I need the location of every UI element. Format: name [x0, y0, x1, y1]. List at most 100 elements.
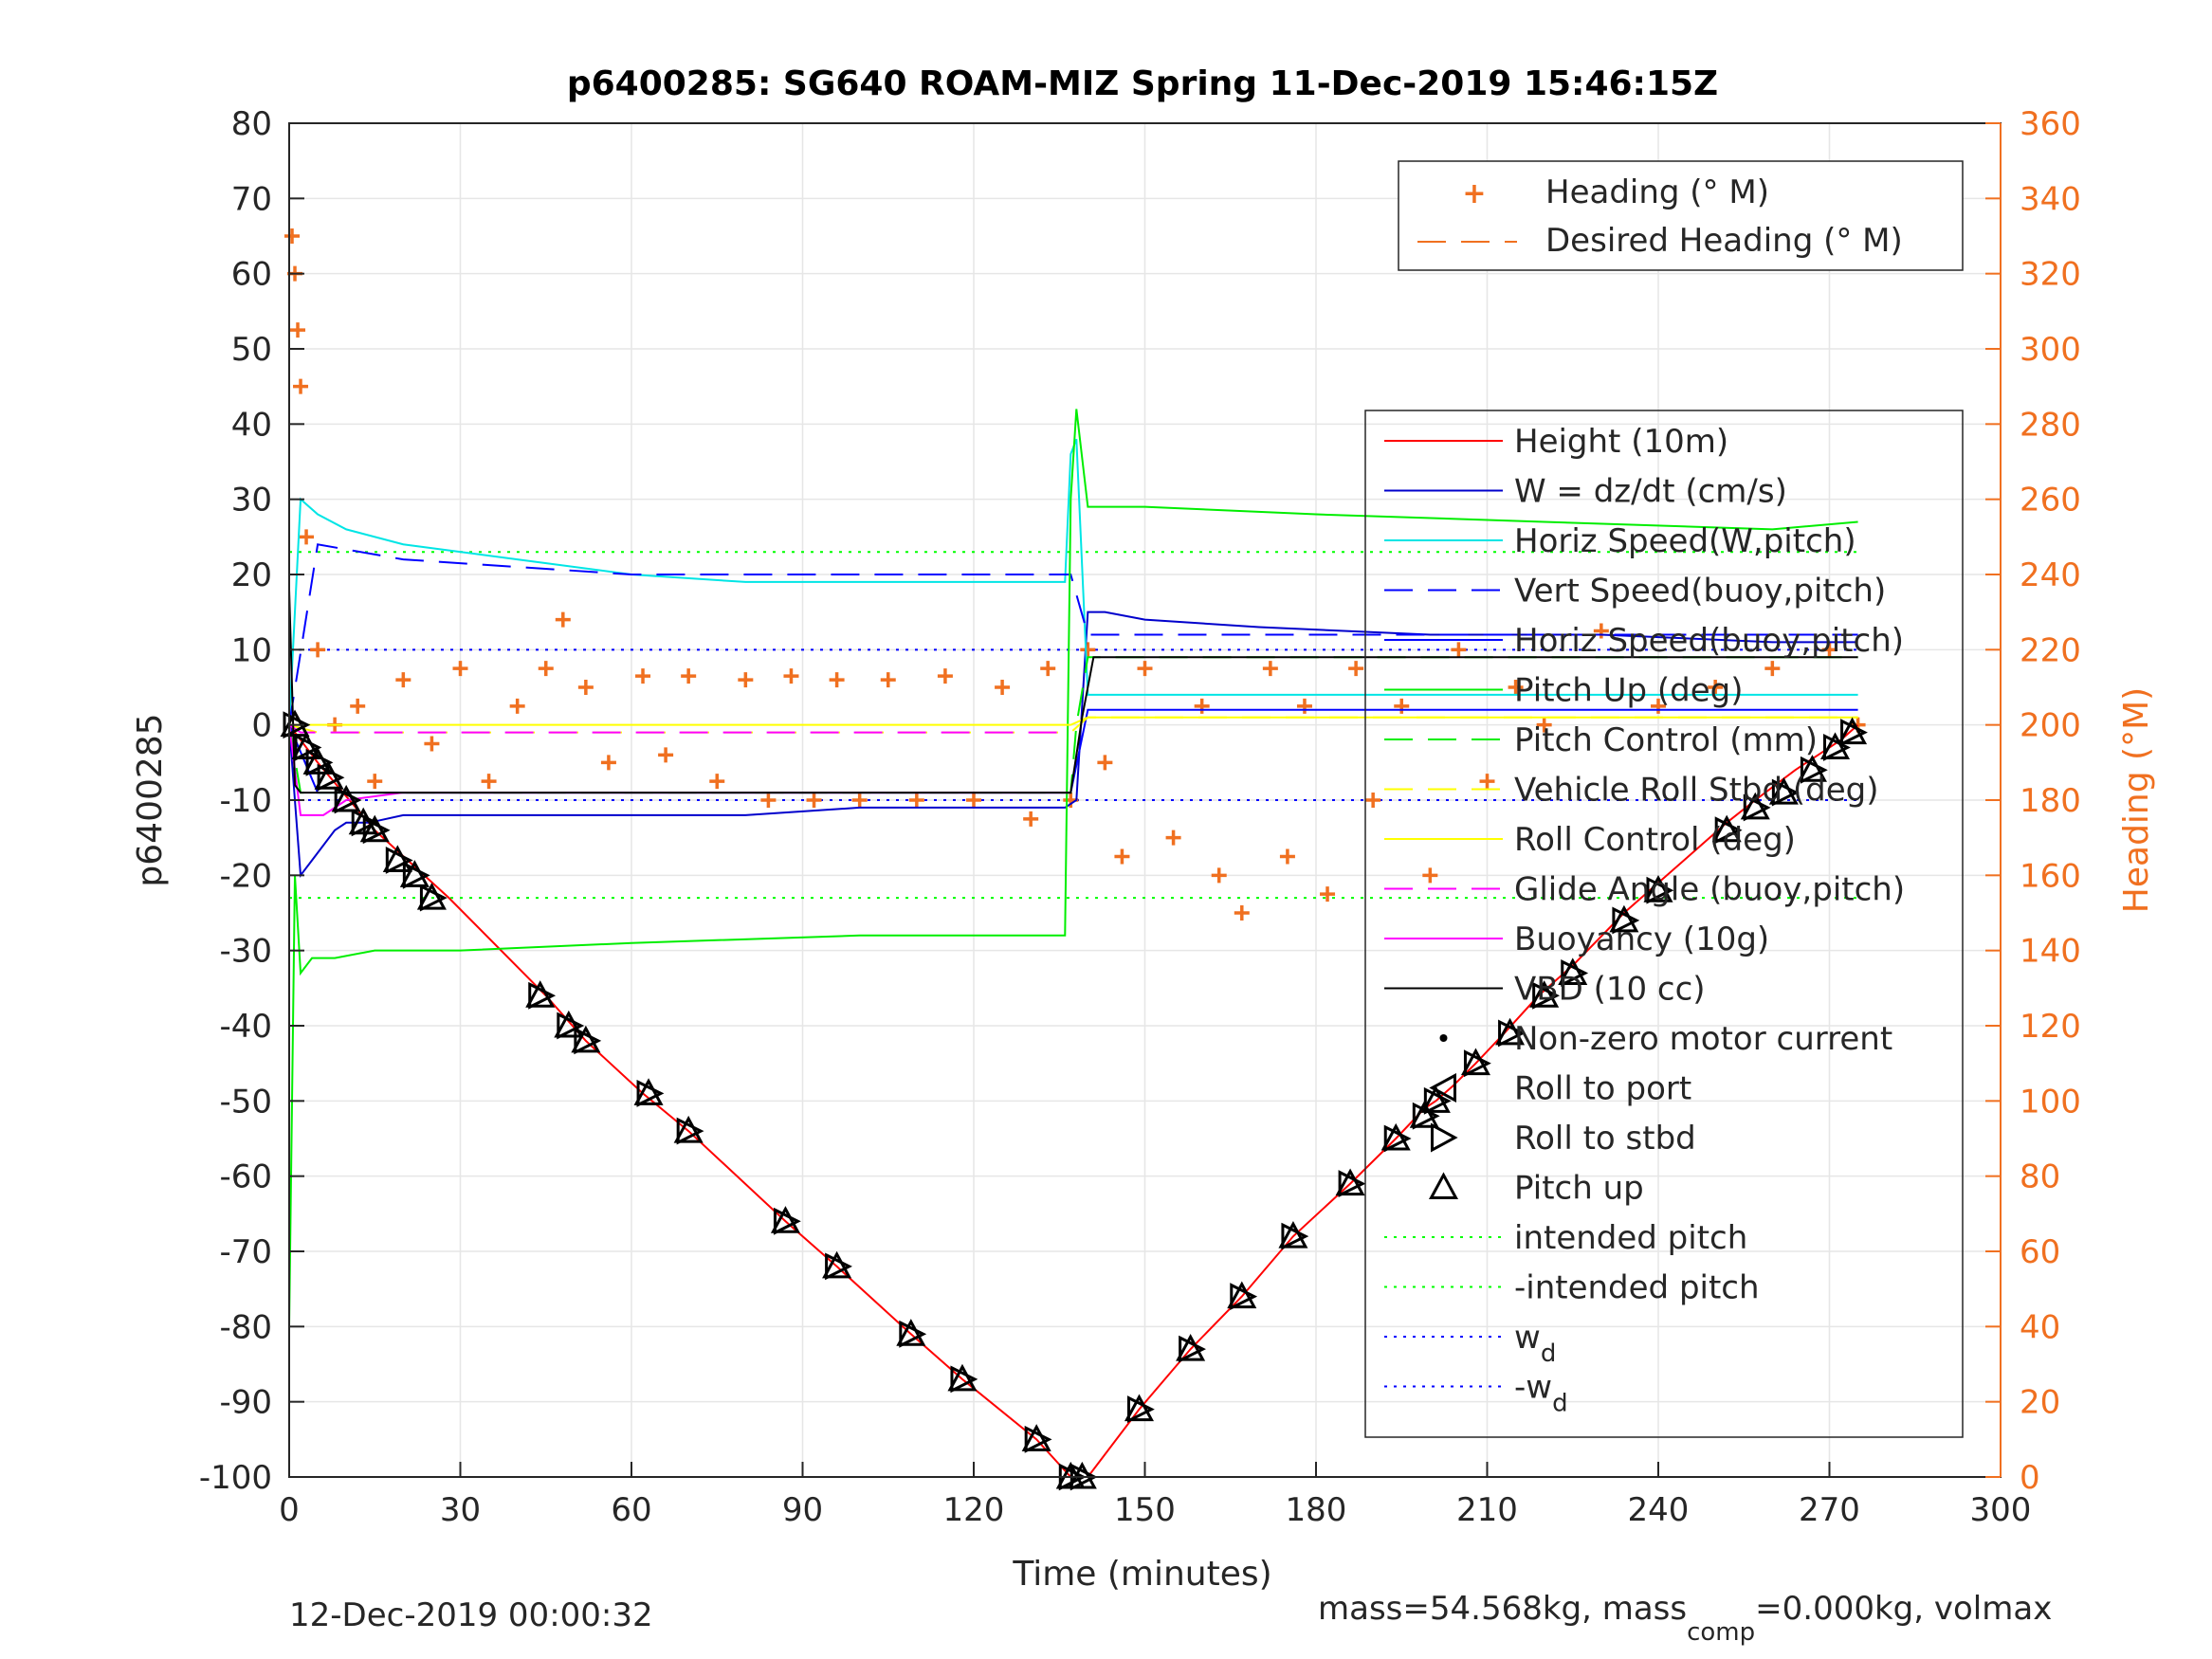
series-line	[288, 611, 1858, 879]
roll-marker	[773, 1207, 801, 1235]
heading-point	[880, 672, 896, 688]
roll-marker	[1800, 756, 1828, 784]
roll-marker	[1714, 816, 1743, 845]
heading-point	[284, 228, 301, 244]
legend-label-subscript: d	[1552, 1390, 1568, 1418]
heading-point	[1422, 867, 1438, 884]
legend-main: Height (10m) W = dz/dt (cm/s) Horiz Speed(…	[1364, 410, 1964, 1438]
svg-text:+: +	[1462, 177, 1486, 210]
roll-marker	[1646, 876, 1674, 904]
y2-tick-label: 340	[2020, 180, 2081, 218]
pitch-up-marker	[947, 1363, 978, 1392]
heading-point	[577, 680, 594, 695]
heading-point	[1651, 698, 1666, 714]
heading-point	[367, 774, 383, 790]
x-tick-label: 90	[782, 1491, 823, 1529]
y2-tick-label: 240	[2020, 556, 2081, 594]
y-tick-label: 60	[231, 256, 272, 294]
roll-marker	[1498, 1019, 1526, 1048]
pitch-up-marker	[382, 845, 412, 872]
y2-axis-label: Heading (°M)	[2117, 687, 2156, 913]
legend-label-subscript: d	[1541, 1340, 1557, 1368]
pitch-up-marker	[1021, 1424, 1051, 1451]
roll-marker	[419, 884, 448, 912]
legend-label: Pitch up	[1514, 1170, 1644, 1208]
heading-point	[424, 736, 440, 752]
x-axis-label: Time (minutes)	[1012, 1555, 1271, 1594]
y2-tick-label: 320	[2020, 256, 2081, 294]
heading-point	[452, 661, 468, 677]
heading-point	[538, 661, 554, 677]
heading-point	[600, 755, 616, 771]
pitch-up-marker	[1278, 1220, 1308, 1249]
heading-point	[1023, 811, 1039, 827]
y2-tick-label: 220	[2020, 631, 2081, 669]
pitch-up-marker	[1529, 980, 1560, 1008]
legend-label: Glide Angle (buoy,pitch)	[1514, 871, 1905, 909]
pitch-up-marker	[1227, 1281, 1257, 1309]
y2-tick-label: 0	[2020, 1459, 2040, 1497]
x-tick-label: 0	[279, 1491, 300, 1529]
series-line	[288, 438, 1858, 725]
roll-marker	[1179, 1335, 1206, 1363]
y2-tick-label: 20	[2020, 1384, 2060, 1422]
pitch-up-marker	[1124, 1394, 1154, 1422]
y-tick-label: 40	[231, 406, 272, 444]
roll-marker	[676, 1117, 704, 1145]
y2-tick-label: 360	[2020, 105, 2081, 143]
roll-marker	[1823, 734, 1851, 761]
heading-point	[1479, 774, 1495, 790]
heading-point	[1262, 661, 1278, 677]
footer-mass-prefix: mass=54.568kg, mass	[1318, 1590, 1687, 1628]
roll-marker	[557, 1012, 585, 1040]
legend-label: Buoyancy (10g)	[1514, 921, 1769, 958]
heading-series	[284, 228, 1866, 921]
y2-tick-label: 60	[2020, 1233, 2060, 1271]
legend-label: Vehicle Roll Stbd (deg)	[1514, 772, 1879, 810]
pitch-up-marker	[359, 814, 390, 843]
pitch-up-marker	[1643, 875, 1673, 902]
legend-label-heading: Heading (° M)	[1545, 173, 1769, 211]
roll-marker	[402, 861, 430, 889]
y-tick-label: -50	[219, 1083, 272, 1121]
pitch-up-marker	[416, 882, 447, 910]
y-tick-label: -100	[199, 1459, 272, 1497]
heading-point	[555, 611, 571, 628]
y2-tick-label: 280	[2020, 406, 2081, 444]
x-tick-label: 30	[440, 1491, 481, 1529]
y2-tick-label: 80	[2020, 1158, 2060, 1196]
heading-point	[966, 793, 981, 808]
legend-heading: + Heading (° M) Desired Heading (° M)	[1398, 160, 1964, 271]
heading-point	[1320, 886, 1336, 902]
y-tick-label: -90	[219, 1384, 272, 1422]
roll-marker	[636, 1079, 665, 1107]
heading-point	[1451, 642, 1467, 658]
footer-date: 12-Dec-2019 00:00:32	[289, 1596, 653, 1634]
pitch-up-marker	[1768, 776, 1799, 805]
heading-point	[806, 793, 822, 808]
roll-marker	[574, 1027, 602, 1055]
pitch-up-marker	[1335, 1168, 1365, 1196]
roll-marker	[1612, 906, 1640, 935]
legend-label: Roll Control (deg)	[1514, 821, 1796, 859]
series-line	[288, 409, 1858, 1327]
roll-marker	[334, 786, 362, 814]
series-line	[288, 589, 1858, 794]
heading-point	[658, 747, 674, 763]
pitch-up-marker	[1837, 717, 1868, 745]
y-tick-label: 50	[231, 331, 272, 369]
y-tick-label: -40	[219, 1008, 272, 1046]
y-tick-label: 20	[231, 556, 272, 594]
axis-ticks: 0 30 60 90 120 150 180 210 240 270 300-100-90-80-7…	[199, 105, 2081, 1529]
heading-point	[995, 680, 1011, 695]
legend-label: W = dz/dt (cm/s)	[1514, 473, 1787, 511]
heading-point	[760, 793, 777, 808]
footer-mass-sub: comp	[1687, 1618, 1755, 1647]
roll-marker	[1771, 778, 1800, 807]
heading-point	[1764, 661, 1781, 677]
y-tick-label: 10	[231, 631, 272, 669]
y-tick-label: -30	[219, 933, 272, 971]
y-tick-label: -20	[219, 857, 272, 895]
y-tick-label: 30	[231, 482, 272, 520]
